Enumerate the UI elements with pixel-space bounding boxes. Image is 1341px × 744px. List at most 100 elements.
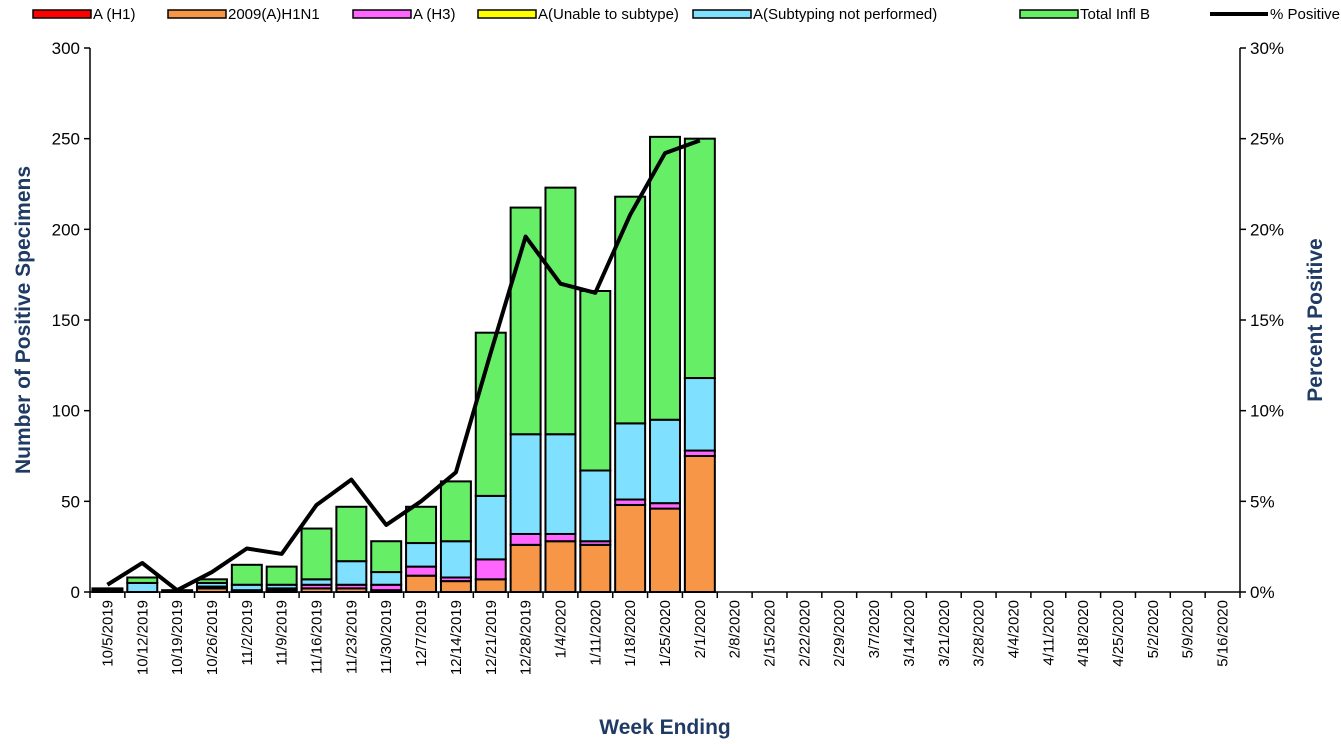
x-tick-label: 11/16/2019 [309,600,326,674]
x-tick-label: 2/22/2020 [796,600,813,667]
bar [579,543,612,593]
y-tick-label: 150 [52,311,80,330]
x-tick-label: 5/16/2020 [1215,600,1232,667]
bar [509,206,542,436]
y2-tick-label: 30% [1250,39,1284,58]
x-tick-label: 10/19/2019 [169,600,186,675]
bar [579,469,612,543]
legend-swatch [32,9,92,19]
y2-tick-label: 20% [1250,220,1284,239]
bar [649,135,681,421]
x-tick-label: 1/11/2020 [587,600,604,666]
bar [614,422,647,501]
legend-swatch [352,9,412,19]
y2-tick-label: 25% [1250,130,1284,149]
x-tick-label: 11/2/2019 [239,600,256,666]
x-tick-label: 3/14/2020 [901,600,918,667]
bar [126,581,159,594]
y-tick-label: 200 [52,220,80,239]
legend-swatch [1019,9,1079,19]
x-axis-title: Week Ending [599,716,730,739]
x-tick-label: 11/23/2019 [343,600,360,674]
bar [509,433,542,535]
bar [439,540,472,579]
line [106,138,701,593]
x-tick-label: 11/9/2019 [274,600,291,666]
bar [405,565,438,577]
bar [405,574,438,593]
bar [683,377,716,452]
legend-label: A (H1) [93,6,136,23]
y2-tick-label: 0% [1250,583,1275,602]
bar [335,560,368,586]
bar [439,580,472,593]
bar [230,563,263,586]
legend-swatch [692,9,752,19]
y-tick-label: 100 [52,402,80,421]
x-tick-label: 2/1/2020 [692,600,709,658]
x-tick-label: 3/28/2020 [971,600,988,667]
bar [300,527,333,581]
legend-label: A(Subtyping not performed) [753,6,937,23]
bar [544,540,577,594]
x-tick-label: 12/14/2019 [448,600,465,675]
x-tick-label: 12/7/2019 [413,600,430,667]
y-axis-title: Number of Positive Specimens [12,166,35,474]
bar [544,532,577,543]
legend-label: A (H3) [413,6,456,23]
x-tick-label: 12/28/2019 [518,600,535,675]
x-tick-label: 2/15/2020 [762,600,779,667]
bar [509,532,542,546]
bar [405,505,438,545]
x-tick-label: 4/4/2020 [1005,600,1022,658]
x-tick-label: 4/11/2020 [1040,600,1057,666]
x-tick-label: 4/18/2020 [1075,600,1092,667]
x-tick-label: 2/29/2020 [831,600,848,667]
x-tick-label: 3/7/2020 [866,600,883,658]
legend-label: % Positive [1270,6,1340,23]
bar [405,542,438,568]
y-tick-label: 50 [61,492,80,511]
x-tick-label: 5/2/2020 [1145,600,1162,658]
bar [91,587,124,592]
bar [370,571,403,586]
x-tick-label: 12/21/2019 [483,600,500,675]
bar [544,186,577,436]
x-tick-label: 4/25/2020 [1110,600,1127,667]
bar [126,576,159,584]
x-tick-label: 10/26/2019 [204,600,221,675]
bar [544,433,577,535]
y2-tick-label: 10% [1250,402,1284,421]
bar [474,578,507,593]
bar [509,543,542,593]
legend-swatch [477,9,537,19]
bar [439,480,472,543]
bar [474,558,507,581]
y2-tick-label: 5% [1250,492,1275,511]
bar [265,565,298,586]
x-tick-label: 10/12/2019 [134,600,151,675]
bar [683,137,716,380]
x-tick-label: 1/25/2020 [657,600,674,667]
y-tick-label: 250 [52,130,80,149]
y2-tick-label: 15% [1250,311,1284,330]
y2-axis-title: Percent Positive [1304,238,1327,401]
y-tick-label: 300 [52,39,80,58]
bar [614,195,647,425]
x-tick-label: 2/8/2020 [727,600,744,658]
legend-label: 2009(A)H1N1 [228,6,320,23]
bar [474,331,507,497]
bar [649,418,681,505]
bar [683,455,716,593]
bar [370,540,403,574]
bar [579,289,612,472]
x-tick-label: 11/30/2019 [378,600,395,674]
bar [474,494,507,561]
x-tick-label: 5/9/2020 [1180,600,1197,658]
x-tick-label: 3/21/2020 [936,600,953,667]
x-tick-label: 10/5/2019 [99,600,116,667]
bar [195,578,228,584]
legend-label: A(Unable to subtype) [538,6,679,23]
legend-swatch [167,9,227,19]
